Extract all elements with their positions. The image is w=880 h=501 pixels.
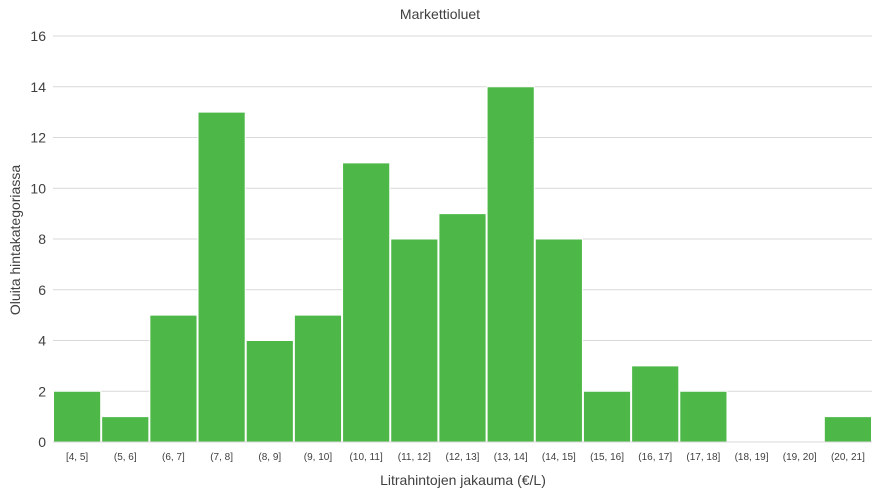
bar-6: [342, 162, 391, 443]
x-tick-label: (14, 15]: [542, 452, 576, 463]
x-tick-label: (16, 17]: [638, 452, 672, 463]
y-axis-ticks: 0 2 4 6 8 10 12 14 16: [30, 28, 46, 450]
x-tick-label: [4, 5]: [66, 452, 88, 463]
y-axis-label: Oluita hintakategoriassa: [7, 165, 23, 315]
x-tick-label: (19, 20]: [783, 452, 817, 463]
y-tick-label: 14: [30, 79, 46, 95]
bar-16: [823, 416, 873, 443]
bar-5: [293, 314, 343, 443]
bar-4: [245, 340, 294, 443]
x-tick-label: (5, 6]: [114, 452, 137, 463]
bar-12: [631, 365, 680, 443]
y-tick-label: 0: [38, 434, 46, 450]
x-tick-label: (17, 18]: [686, 452, 720, 463]
y-tick-label: 2: [38, 383, 46, 399]
bar-2: [149, 314, 198, 443]
y-tick-label: 16: [30, 28, 46, 44]
x-tick-label: (15, 16]: [590, 452, 624, 463]
y-tick-label: 10: [30, 180, 46, 196]
x-axis-label: Litrahintojen jakauma (€/L): [380, 472, 546, 488]
x-tick-label: (12, 13]: [446, 452, 480, 463]
bar-10: [534, 238, 583, 443]
x-tick-label: (20, 21]: [831, 452, 865, 463]
bar-3: [197, 111, 246, 443]
x-tick-label: (11, 12]: [398, 452, 431, 463]
bar-11: [582, 390, 632, 443]
x-axis-ticks: [4, 5] (5, 6] (6, 7] (7, 8] (8, 9] (9, 10] (10…: [66, 452, 865, 463]
x-tick-label: (6, 7]: [162, 452, 185, 463]
x-tick-label: (7, 8]: [210, 452, 233, 463]
y-tick-label: 6: [38, 282, 46, 298]
bar-8: [438, 213, 487, 443]
bar-0: [53, 390, 102, 443]
x-tick-label: (18, 19]: [735, 452, 769, 463]
x-tick-label: (9, 10]: [304, 452, 333, 463]
y-tick-label: 4: [38, 333, 46, 349]
chart-title: Markettioluet: [400, 6, 480, 22]
bar-1: [101, 416, 150, 443]
y-tick-label: 12: [30, 130, 46, 146]
x-tick-label: (13, 14]: [494, 452, 528, 463]
x-tick-label: (8, 9]: [258, 452, 281, 463]
y-tick-label: 8: [38, 231, 46, 247]
bar-9: [486, 86, 535, 443]
bars: [53, 86, 873, 443]
bar-13: [679, 390, 728, 443]
bar-7: [390, 238, 439, 443]
x-tick-label: (10, 11]: [350, 452, 383, 463]
